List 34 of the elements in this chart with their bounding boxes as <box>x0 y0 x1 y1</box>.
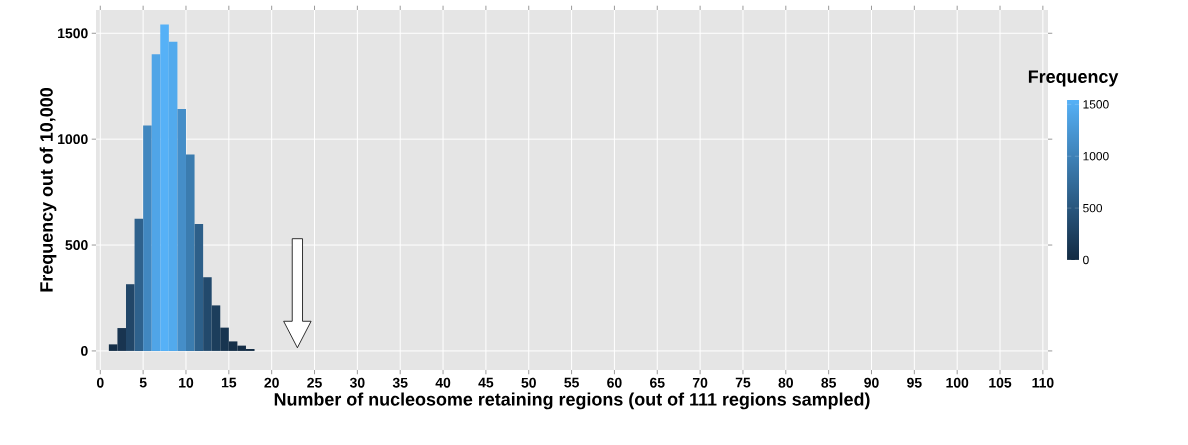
y-axis-title: Frequency out of 10,000 <box>39 88 57 292</box>
x-tick-label: 70 <box>692 377 708 388</box>
x-tick-label: 50 <box>521 377 536 388</box>
color-bar-title: Frequency <box>1028 70 1119 87</box>
x-tick-label: 40 <box>435 377 451 388</box>
x-tick-label: 90 <box>864 377 879 388</box>
x-tick-label: 5 <box>139 377 147 388</box>
x-tick-label: 80 <box>778 377 793 388</box>
x-tick-label: 10 <box>179 377 194 388</box>
color-bar-label: 500 <box>1083 203 1103 213</box>
x-tick-label: 55 <box>564 377 579 388</box>
x-tick-label: 35 <box>392 377 408 388</box>
x-tick-label: 85 <box>821 377 837 388</box>
x-tick-label: 20 <box>264 377 279 388</box>
x-tick-label: 60 <box>607 377 622 388</box>
color-bar-label: 1500 <box>1083 100 1109 109</box>
y-tick-label: 1500 <box>58 28 88 39</box>
x-tick-label: 45 <box>478 377 494 388</box>
x-axis-title: Number of nucleosome retaining regions (out of 111 regions sampled) <box>274 392 870 410</box>
x-tick-label: 30 <box>349 377 365 388</box>
x-tick-label: 25 <box>307 377 322 388</box>
x-tick-label: 15 <box>221 377 237 388</box>
color-bar-label: 1000 <box>1083 152 1109 161</box>
x-tick-label: 75 <box>735 377 751 388</box>
y-tick-label: 1000 <box>58 134 88 145</box>
x-tick-label: 110 <box>1032 377 1054 388</box>
y-tick-label: 0 <box>81 345 88 356</box>
x-tick-label: 100 <box>946 377 969 388</box>
x-tick-label: 95 <box>907 377 922 388</box>
x-tick-label: 0 <box>96 377 104 388</box>
color-bar-label: 0 <box>1083 255 1089 265</box>
y-tick-label: 500 <box>65 240 88 250</box>
x-tick-label: 65 <box>650 377 665 388</box>
x-tick-label: 105 <box>989 377 1012 388</box>
